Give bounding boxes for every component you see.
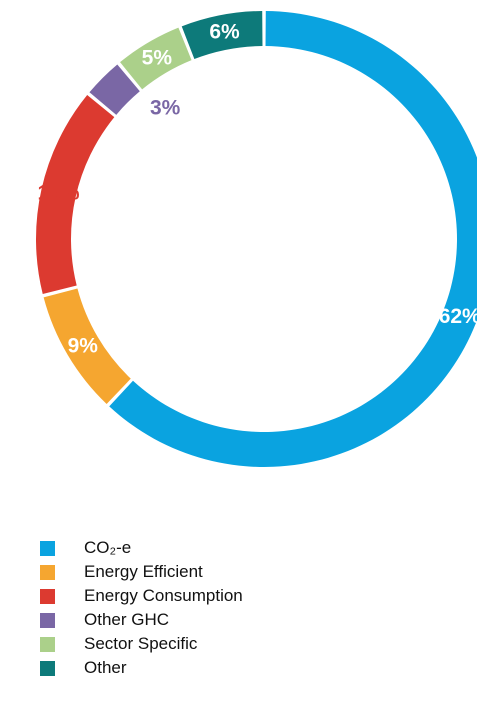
legend-item-3: Other GHC	[40, 608, 243, 632]
legend-swatch-2	[40, 588, 55, 604]
donut-slice-2	[35, 95, 115, 294]
donut-slice-0	[109, 11, 477, 467]
legend-swatch-0	[40, 540, 55, 556]
legend-label-2: Energy Consumption	[84, 586, 243, 605]
donut-slices	[35, 11, 477, 467]
donut-slice-1	[43, 288, 131, 404]
legend-label-1: Energy Efficient	[84, 562, 203, 581]
slice-value-label-1: 9%	[68, 335, 99, 358]
slice-value-label-5: 6%	[209, 21, 240, 44]
slice-value-label-3: 3%	[150, 97, 181, 120]
slice-value-label-2: 15%	[38, 182, 80, 205]
slice-value-label-0: 62%	[439, 305, 477, 328]
legend-item-1: Energy Efficient	[40, 560, 243, 584]
slice-value-label-4: 5%	[142, 46, 173, 69]
donut-slice-4	[120, 27, 192, 90]
legend-label-4: Sector Specific	[84, 634, 198, 653]
legend-swatch-1	[40, 564, 55, 580]
legend-label-0: CO₂-e	[84, 538, 132, 557]
legend-item-0: CO₂-e	[40, 536, 243, 560]
legend-swatch-5	[40, 660, 55, 676]
legend-swatch-4	[40, 636, 55, 652]
chart-legend: CO₂-e Energy Efficient Energy Consumption O…	[40, 536, 243, 680]
legend-item-2: Energy Consumption	[40, 584, 243, 608]
legend-label-5: Other	[84, 658, 127, 677]
donut-slice-5	[181, 11, 263, 60]
legend-item-4: Sector Specific	[40, 632, 243, 656]
donut-slice-3	[89, 64, 140, 115]
legend-label-3: Other GHC	[84, 610, 170, 629]
legend-swatch-3	[40, 612, 55, 628]
legend-item-5: Other	[40, 656, 243, 680]
donut-value-labels: 62% 9% 15% 3% 5% 6%	[38, 21, 477, 358]
donut-chart: 62% 9% 15% 3% 5% 6%	[35, 11, 477, 467]
